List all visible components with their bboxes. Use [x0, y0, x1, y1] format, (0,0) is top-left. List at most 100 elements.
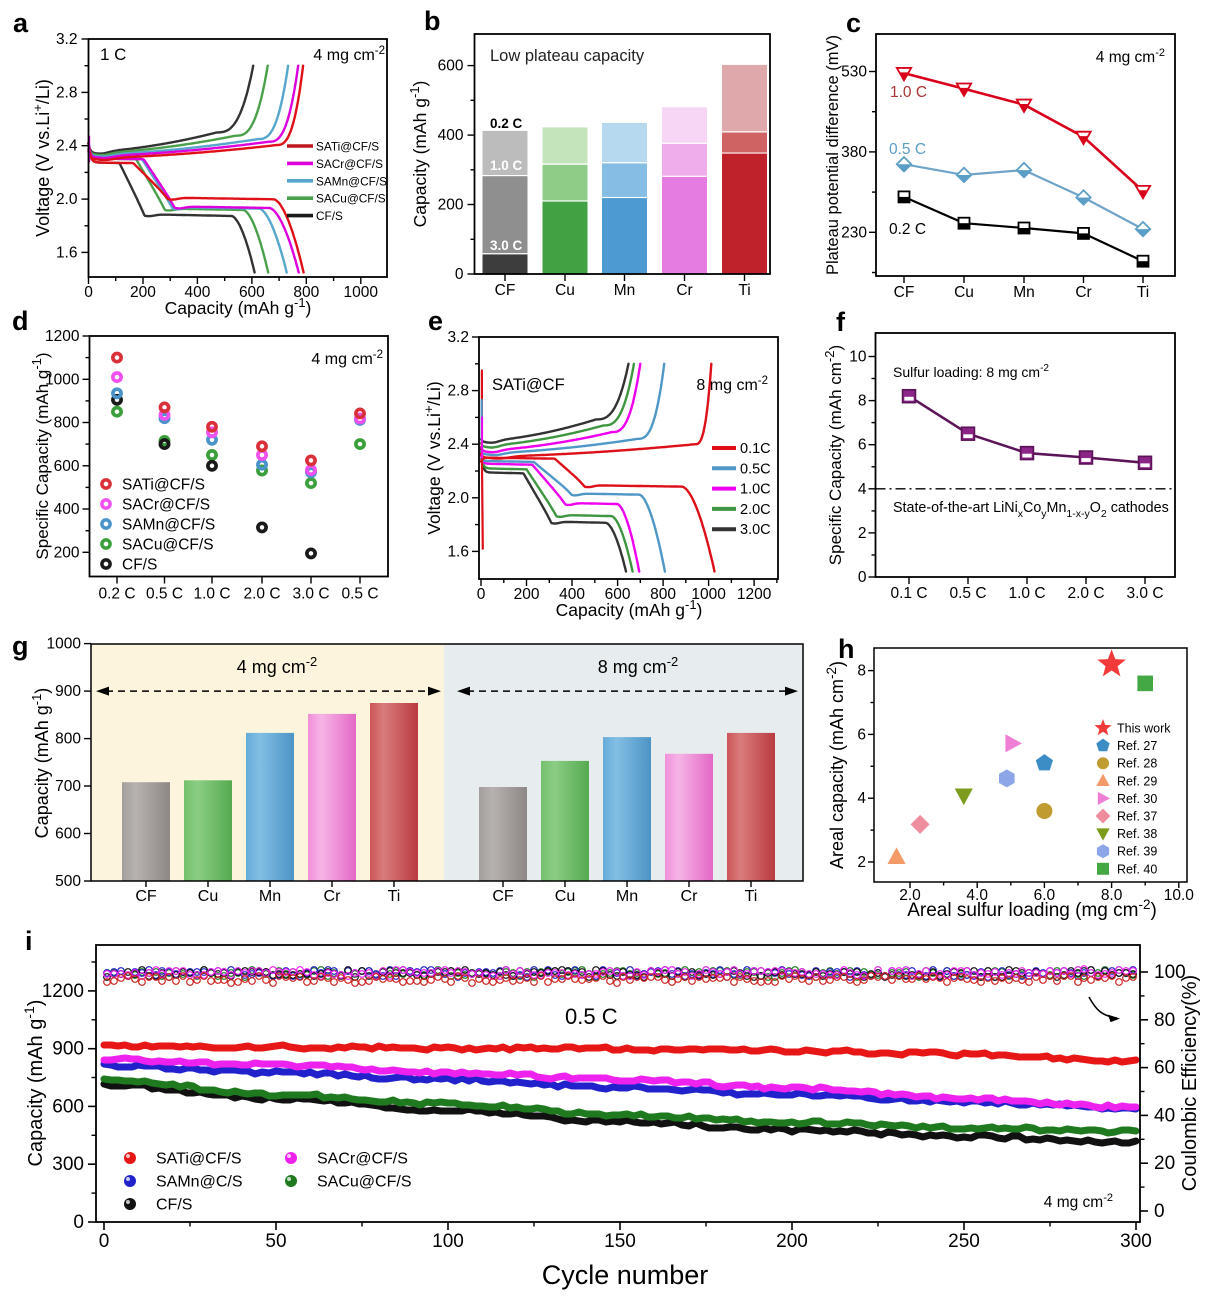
svg-text:CF/S: CF/S [316, 209, 343, 223]
svg-text:50: 50 [265, 1231, 286, 1252]
svg-text:600: 600 [605, 586, 631, 603]
svg-text:Cr: Cr [676, 282, 692, 299]
svg-text:800: 800 [293, 284, 319, 301]
svg-text:SACr@CF/S: SACr@CF/S [316, 157, 383, 171]
svg-text:0.5 C: 0.5 C [341, 586, 378, 603]
svg-text:0: 0 [84, 284, 93, 301]
svg-text:3.0 C: 3.0 C [1126, 585, 1163, 602]
svg-text:Ref. 39: Ref. 39 [1117, 845, 1157, 859]
svg-text:0: 0 [858, 569, 867, 586]
svg-text:0.5 C: 0.5 C [565, 1004, 618, 1029]
svg-text:900: 900 [52, 1039, 84, 1060]
svg-text:2.0C: 2.0C [740, 502, 771, 518]
svg-text:SATi@CF/S: SATi@CF/S [156, 1151, 242, 1168]
svg-text:1000: 1000 [344, 284, 379, 301]
svg-text:Specific Capacity (mAh g-1): Specific Capacity (mAh g-1) [29, 352, 52, 559]
svg-text:1000: 1000 [45, 371, 80, 388]
svg-text:CF/S: CF/S [156, 1197, 192, 1214]
svg-text:3.2: 3.2 [56, 31, 78, 48]
svg-text:Voltage (V vs.Li+/Li): Voltage (V vs.Li+/Li) [421, 381, 444, 535]
svg-text:1200: 1200 [737, 586, 772, 603]
svg-text:1.6: 1.6 [447, 543, 469, 560]
svg-text:20: 20 [1154, 1153, 1175, 1174]
svg-text:4: 4 [858, 481, 867, 498]
svg-text:Cycle number: Cycle number [542, 1260, 709, 1290]
svg-text:SACr@CF/S: SACr@CF/S [122, 497, 210, 514]
svg-text:800: 800 [55, 731, 81, 748]
svg-text:g: g [12, 631, 29, 661]
svg-text:Sulfur loading: 8 mg cm-2: Sulfur loading: 8 mg cm-2 [893, 363, 1049, 380]
svg-text:Cr: Cr [324, 888, 342, 905]
svg-text:Ti: Ti [745, 888, 758, 905]
svg-text:e: e [428, 306, 443, 336]
svg-text:SACu@CF/S: SACu@CF/S [122, 537, 214, 554]
svg-text:2.0: 2.0 [899, 887, 921, 904]
svg-text:0: 0 [477, 586, 486, 603]
svg-text:8: 8 [857, 663, 866, 680]
svg-text:3.2: 3.2 [447, 329, 469, 346]
svg-text:2.0 C: 2.0 C [243, 586, 280, 603]
svg-text:400: 400 [184, 284, 210, 301]
svg-text:CF/S: CF/S [122, 557, 157, 574]
svg-text:Cu: Cu [555, 888, 575, 905]
svg-text:Plateau potential difference (: Plateau potential difference (mV) [824, 35, 842, 275]
svg-text:700: 700 [55, 778, 81, 795]
svg-text:200: 200 [438, 197, 464, 214]
svg-text:3.0 C: 3.0 C [490, 238, 523, 253]
svg-text:Capacity (mAh g-1): Capacity (mAh g-1) [556, 597, 703, 620]
svg-text:SATi@CF/S: SATi@CF/S [316, 140, 379, 154]
svg-text:200: 200 [776, 1231, 808, 1252]
svg-text:d: d [12, 306, 29, 336]
svg-text:Specific Capacity (mAh cm-2): Specific Capacity (mAh cm-2) [822, 345, 845, 565]
svg-text:1.0 C: 1.0 C [890, 84, 927, 101]
svg-text:0: 0 [455, 266, 464, 283]
svg-text:0: 0 [99, 1231, 110, 1252]
svg-text:Capacity (mAh g-1): Capacity (mAh g-1) [21, 1000, 47, 1167]
svg-text:0.5 C: 0.5 C [889, 141, 926, 158]
svg-text:Areal sulfur loading (mg cm-2): Areal sulfur loading (mg cm-2) [907, 897, 1157, 921]
svg-text:1 C: 1 C [100, 45, 126, 64]
svg-text:Ti: Ti [388, 888, 401, 905]
svg-text:SAMn@CF/S: SAMn@CF/S [122, 517, 215, 534]
svg-text:200: 200 [514, 586, 540, 603]
svg-text:1200: 1200 [42, 981, 84, 1002]
svg-text:4.0: 4.0 [966, 887, 988, 904]
svg-text:Ref. 40: Ref. 40 [1117, 862, 1157, 876]
svg-text:400: 400 [54, 501, 80, 518]
svg-text:0: 0 [1154, 1201, 1165, 1222]
svg-text:0.1 C: 0.1 C [890, 585, 927, 602]
svg-text:Mn: Mn [616, 888, 638, 905]
svg-text:600: 600 [52, 1096, 84, 1117]
svg-text:Capacity (mAh g-1): Capacity (mAh g-1) [165, 295, 312, 318]
svg-text:10: 10 [849, 349, 867, 366]
svg-text:6: 6 [857, 726, 866, 743]
svg-text:0.5 C: 0.5 C [146, 586, 183, 603]
svg-text:600: 600 [55, 826, 81, 843]
svg-text:f: f [836, 307, 846, 337]
svg-text:Mn: Mn [1013, 284, 1035, 301]
svg-text:Mn: Mn [614, 282, 636, 299]
svg-text:1.6: 1.6 [56, 244, 78, 261]
svg-text:8 mg cm-2: 8 mg cm-2 [598, 654, 679, 677]
svg-text:2.4: 2.4 [447, 436, 469, 453]
svg-text:Cu: Cu [198, 888, 218, 905]
svg-text:1.0C: 1.0C [740, 482, 771, 498]
svg-text:230: 230 [841, 224, 867, 241]
svg-text:Low plateau capacity: Low plateau capacity [490, 47, 645, 65]
svg-text:1.0 C: 1.0 C [490, 158, 523, 173]
svg-text:3.0C: 3.0C [740, 522, 771, 538]
svg-text:CF: CF [492, 888, 514, 905]
svg-text:380: 380 [841, 144, 867, 161]
svg-text:b: b [424, 6, 441, 36]
svg-text:2: 2 [857, 854, 866, 871]
svg-text:40: 40 [1154, 1105, 1175, 1126]
svg-text:600: 600 [239, 284, 265, 301]
svg-text:400: 400 [438, 127, 464, 144]
svg-text:600: 600 [438, 58, 464, 75]
svg-text:6.0: 6.0 [1034, 887, 1056, 904]
svg-text:State-of-the-art LiNixCoyMn1-x: State-of-the-art LiNixCoyMn1-x-yO2 catho… [893, 500, 1169, 520]
svg-text:Cr: Cr [1075, 284, 1091, 301]
svg-text:Ref. 28: Ref. 28 [1117, 757, 1157, 771]
svg-text:Ref. 27: Ref. 27 [1117, 739, 1157, 753]
svg-text:i: i [25, 926, 33, 956]
